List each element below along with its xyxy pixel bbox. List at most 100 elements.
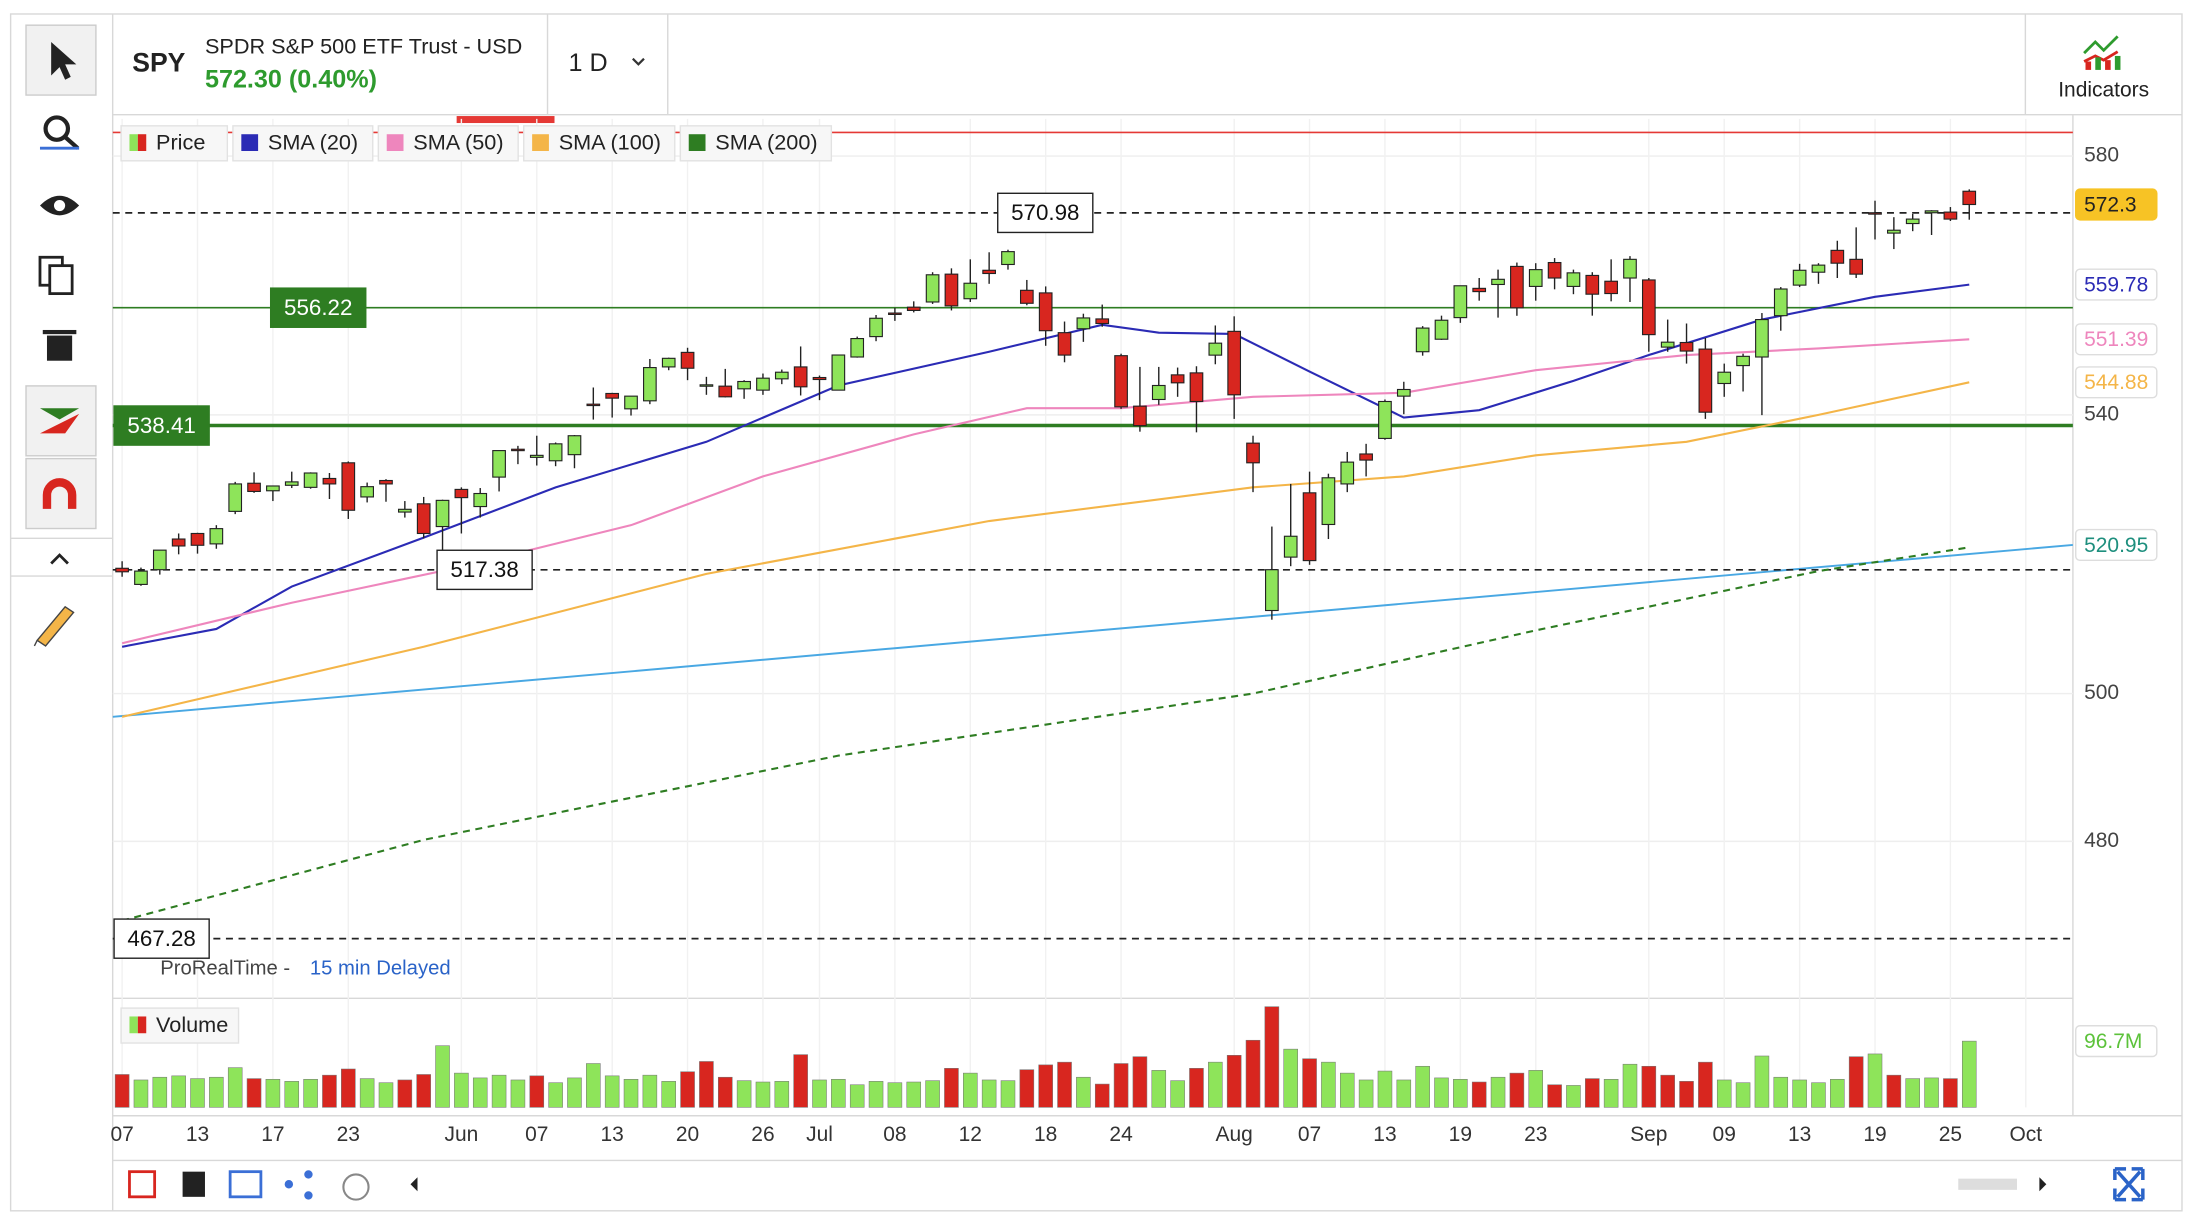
candle-body xyxy=(1547,261,1562,279)
volume-bar xyxy=(887,1082,903,1108)
candle-body xyxy=(1491,278,1505,286)
volume-bar xyxy=(699,1061,714,1108)
volume-bar xyxy=(246,1078,262,1108)
cursor-icon[interactable] xyxy=(51,41,77,80)
dropdown-icon[interactable] xyxy=(632,57,645,66)
tool-icon[interactable] xyxy=(39,408,80,420)
volume-bar xyxy=(209,1076,224,1108)
candle-body xyxy=(1114,355,1128,408)
volume-bar xyxy=(1302,1058,1317,1108)
volume-bar xyxy=(1471,1081,1487,1108)
zoom-icon[interactable] xyxy=(39,115,80,150)
delay: 15 min Delayed xyxy=(310,957,451,979)
volume-bar xyxy=(1660,1074,1675,1108)
indicators-icon[interactable] xyxy=(2083,35,2121,70)
plot-layer xyxy=(112,131,2073,940)
volume-bar xyxy=(1509,1072,1525,1108)
plot: 480 500 540 580 07 13 17 23 Jun 07 13 20 26 Jul 08 12 18… xyxy=(110,118,2158,1146)
volume-bar xyxy=(359,1078,375,1108)
y-tick-label: 540 xyxy=(2084,402,2119,425)
volume-bar xyxy=(1377,1070,1393,1108)
legend-swatch xyxy=(241,134,259,152)
volume-bar xyxy=(586,1063,601,1108)
volume-bar xyxy=(1038,1064,1053,1108)
candle-body xyxy=(850,338,865,358)
volume-bar xyxy=(378,1082,394,1108)
tool-button[interactable] xyxy=(25,457,97,530)
volume-bar xyxy=(1622,1063,1638,1108)
volume-bar xyxy=(1076,1076,1091,1108)
x-tick-label: 07 xyxy=(525,1123,548,1146)
candle-body xyxy=(171,538,186,547)
volume-bar xyxy=(416,1074,431,1108)
x-tick-label: 17 xyxy=(261,1123,284,1146)
x-tick-label: 13 xyxy=(601,1123,624,1146)
candle-body xyxy=(1415,327,1430,353)
volume-bar xyxy=(1358,1079,1374,1108)
legend-swatch xyxy=(532,134,549,152)
price-label: 551.39 xyxy=(2084,328,2148,351)
volume-bar xyxy=(774,1081,790,1108)
legend-label: SMA (50) xyxy=(413,130,503,155)
volume-title: Volume xyxy=(156,1012,228,1037)
copy-icon[interactable] xyxy=(38,255,74,296)
legend-swatch xyxy=(129,134,138,152)
x-tick-label: 24 xyxy=(1109,1123,1133,1146)
candle-body xyxy=(1227,330,1242,396)
volume-bar xyxy=(604,1075,620,1108)
volume-bar xyxy=(1547,1084,1562,1108)
candle-body xyxy=(1001,251,1015,266)
draw-icon[interactable] xyxy=(33,605,75,647)
price-label-box xyxy=(2075,366,2158,399)
volume-bar xyxy=(1019,1069,1035,1108)
indicators-label[interactable]: Indicators xyxy=(2058,78,2149,101)
volume-bar xyxy=(1603,1078,1619,1108)
volume-bar xyxy=(529,1075,545,1108)
volume-bar xyxy=(1641,1065,1657,1108)
interval[interactable]: 1 D xyxy=(568,49,607,77)
volume-bar xyxy=(1792,1079,1807,1108)
volume-bar xyxy=(303,1078,318,1108)
trash-icon[interactable] xyxy=(42,329,77,361)
level-label: 517.38 xyxy=(450,557,518,582)
candle-body xyxy=(1755,319,1769,358)
y-tick-label: 480 xyxy=(2084,829,2119,852)
candle-body xyxy=(1283,535,1298,558)
level-label-box xyxy=(436,549,533,591)
bottom-tools[interactable] xyxy=(128,1167,2145,1202)
candle-body xyxy=(756,377,770,391)
tool-button[interactable] xyxy=(25,385,97,457)
volume-bar xyxy=(1396,1079,1412,1108)
price-label: 520.95 xyxy=(2084,534,2148,557)
candle-body xyxy=(1962,190,1977,206)
candle-body xyxy=(1717,371,1732,385)
candle-body xyxy=(1566,272,1581,287)
volume-bar xyxy=(322,1074,337,1108)
price-label-box xyxy=(2075,528,2158,562)
volume-bar xyxy=(981,1079,997,1108)
legend-swatch xyxy=(688,134,706,152)
volume-bar xyxy=(1490,1076,1506,1108)
x-tick-label: 09 xyxy=(1713,1123,1736,1146)
collapse-icon[interactable] xyxy=(50,553,69,565)
x-tick-label: 08 xyxy=(883,1123,906,1146)
candle-body xyxy=(812,376,827,381)
candle-body xyxy=(115,567,129,573)
candle-body xyxy=(1133,405,1147,427)
candle-body xyxy=(1472,287,1487,293)
candle-body xyxy=(1434,319,1449,340)
candle-body xyxy=(1849,258,1864,275)
candle-body xyxy=(511,448,525,452)
magnet-icon[interactable] xyxy=(42,478,77,509)
volume-bar xyxy=(1886,1074,1902,1108)
volume-bar xyxy=(868,1081,884,1108)
volume-bar xyxy=(1415,1065,1430,1108)
candle-body xyxy=(586,403,601,407)
candle-body xyxy=(454,488,469,499)
eye-icon[interactable] xyxy=(39,195,80,216)
volume-bar xyxy=(1716,1079,1732,1108)
x-tick-label: 13 xyxy=(186,1123,209,1146)
candle-body xyxy=(1660,341,1675,348)
volume-bar xyxy=(1321,1061,1336,1108)
candle-body xyxy=(774,371,789,380)
